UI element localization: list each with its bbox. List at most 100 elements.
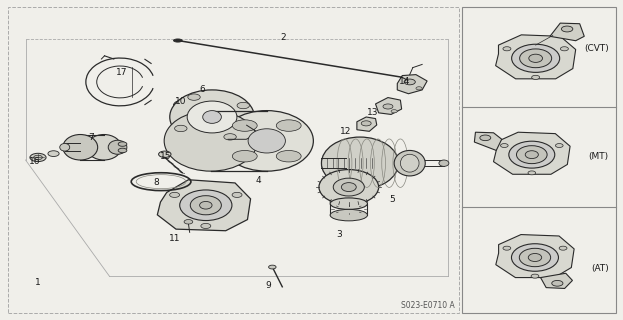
Text: 15: 15 [159, 152, 171, 161]
Circle shape [531, 274, 539, 278]
Circle shape [480, 135, 491, 140]
Text: 6: 6 [200, 85, 206, 94]
Circle shape [391, 110, 397, 113]
Circle shape [503, 47, 511, 51]
Circle shape [528, 171, 536, 175]
Text: 9: 9 [265, 281, 271, 290]
Ellipse shape [520, 248, 551, 267]
Circle shape [159, 151, 171, 157]
Ellipse shape [516, 146, 547, 164]
Polygon shape [376, 98, 402, 115]
Ellipse shape [528, 253, 541, 261]
Circle shape [383, 104, 393, 109]
Ellipse shape [330, 198, 368, 209]
Circle shape [30, 153, 46, 162]
Ellipse shape [164, 111, 257, 171]
Ellipse shape [63, 134, 98, 160]
Polygon shape [397, 75, 427, 94]
Bar [8, 7, 459, 313]
Circle shape [503, 246, 511, 250]
Ellipse shape [199, 201, 212, 209]
Ellipse shape [509, 141, 554, 168]
Bar [462, 7, 616, 313]
Ellipse shape [319, 170, 379, 204]
Polygon shape [357, 117, 377, 131]
Ellipse shape [173, 39, 182, 42]
Circle shape [531, 75, 540, 79]
Text: 14: 14 [399, 77, 411, 86]
Ellipse shape [321, 137, 399, 189]
Circle shape [560, 47, 568, 51]
Ellipse shape [276, 150, 301, 162]
Circle shape [173, 100, 193, 110]
Polygon shape [158, 180, 250, 231]
Text: 3: 3 [336, 230, 343, 239]
Circle shape [552, 280, 563, 286]
Text: (MT): (MT) [589, 152, 609, 161]
Ellipse shape [341, 183, 356, 192]
Text: 4: 4 [256, 176, 262, 185]
Polygon shape [541, 273, 573, 288]
Text: 10: 10 [175, 97, 187, 106]
Ellipse shape [170, 90, 254, 144]
Text: (AT): (AT) [591, 264, 609, 273]
Ellipse shape [511, 244, 558, 271]
Circle shape [184, 220, 193, 224]
Circle shape [404, 79, 416, 85]
Circle shape [224, 134, 236, 140]
Ellipse shape [520, 49, 551, 68]
Ellipse shape [330, 209, 368, 221]
Text: 8: 8 [153, 178, 159, 187]
Polygon shape [496, 35, 576, 79]
Ellipse shape [276, 120, 301, 131]
Text: 13: 13 [367, 108, 378, 117]
Text: 7: 7 [88, 133, 93, 142]
Ellipse shape [333, 178, 364, 196]
Text: 1: 1 [35, 278, 41, 287]
Ellipse shape [108, 140, 127, 154]
Ellipse shape [232, 150, 257, 162]
Circle shape [169, 192, 179, 197]
Circle shape [561, 26, 573, 32]
Text: 12: 12 [340, 127, 351, 136]
Text: 5: 5 [389, 195, 395, 204]
Circle shape [361, 121, 371, 126]
Ellipse shape [529, 54, 543, 62]
Ellipse shape [394, 150, 426, 176]
Circle shape [559, 246, 567, 250]
Ellipse shape [248, 129, 285, 153]
Polygon shape [474, 132, 502, 150]
Circle shape [34, 155, 42, 160]
Ellipse shape [187, 101, 237, 133]
Text: 2: 2 [281, 33, 287, 42]
Circle shape [500, 144, 508, 148]
Ellipse shape [525, 151, 538, 159]
Circle shape [232, 192, 242, 197]
Polygon shape [550, 23, 584, 41]
Circle shape [556, 144, 563, 148]
Polygon shape [496, 235, 574, 277]
Polygon shape [493, 132, 570, 174]
Circle shape [201, 223, 211, 228]
Ellipse shape [511, 44, 559, 72]
Circle shape [174, 125, 187, 132]
Ellipse shape [401, 154, 419, 172]
Ellipse shape [179, 190, 232, 220]
Ellipse shape [220, 111, 313, 171]
Ellipse shape [60, 143, 70, 151]
Circle shape [48, 151, 59, 156]
Text: 17: 17 [116, 68, 128, 77]
Text: (CVT): (CVT) [584, 44, 609, 53]
Circle shape [269, 265, 276, 269]
Circle shape [237, 102, 249, 109]
Circle shape [188, 94, 200, 100]
Text: S023-E0710 A: S023-E0710 A [401, 301, 454, 310]
Circle shape [118, 142, 127, 146]
Ellipse shape [232, 120, 257, 131]
Text: 11: 11 [169, 234, 181, 243]
Ellipse shape [87, 134, 121, 160]
Ellipse shape [190, 196, 221, 215]
Circle shape [118, 148, 127, 153]
Ellipse shape [202, 111, 221, 123]
Ellipse shape [439, 160, 449, 166]
